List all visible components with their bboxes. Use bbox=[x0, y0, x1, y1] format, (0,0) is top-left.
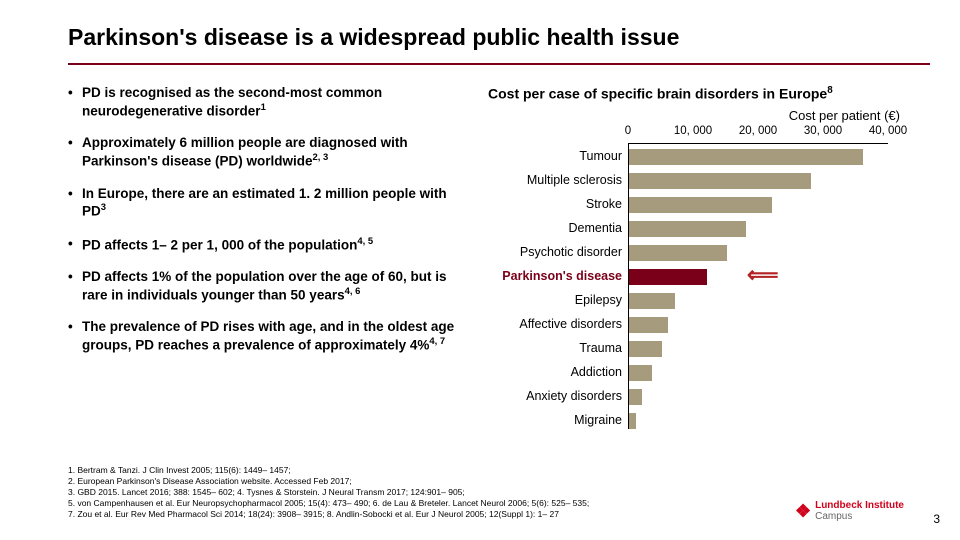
chart-category-label: Trauma bbox=[488, 341, 628, 355]
chart-ticks: 0 10, 000 20, 000 30, 000 40, 000 bbox=[628, 125, 930, 143]
chart-tick: 30, 000 bbox=[804, 125, 842, 137]
chart-category-label: Affective disorders bbox=[488, 317, 628, 331]
chart-category-label: Anxiety disorders bbox=[488, 389, 628, 403]
chart-category-label: Addiction bbox=[488, 365, 628, 379]
chart-tick: 10, 000 bbox=[674, 125, 712, 137]
logo-mark-icon: ❖ bbox=[795, 501, 809, 522]
chart-tick: 20, 000 bbox=[739, 125, 777, 137]
chart-bar bbox=[629, 293, 675, 309]
reference-line: 5. von Campenhausen et al. Eur Neuropsyc… bbox=[68, 498, 628, 509]
content-area: PD is recognised as the second-most comm… bbox=[0, 65, 960, 431]
chart-bar bbox=[629, 389, 642, 405]
bullet-item: In Europe, there are an estimated 1. 2 m… bbox=[68, 186, 460, 221]
highlight-arrow-icon: ⟸ bbox=[747, 264, 779, 286]
brand-logo: ❖ Lundbeck Institute Campus bbox=[795, 500, 904, 522]
chart-title: Cost per case of specific brain disorder… bbox=[488, 85, 930, 102]
chart-category-label: Multiple sclerosis bbox=[488, 173, 628, 187]
bullet-item: PD affects 1% of the population over the… bbox=[68, 269, 460, 304]
reference-line: 7. Zou et al. Eur Rev Med Pharmacol Sci … bbox=[68, 509, 628, 520]
chart-category-label: Psychotic disorder bbox=[488, 245, 628, 259]
chart-column: Cost per case of specific brain disorder… bbox=[488, 85, 930, 431]
logo-line1: Lundbeck Institute bbox=[815, 500, 904, 511]
bullet-column: PD is recognised as the second-most comm… bbox=[68, 85, 460, 431]
chart-bar bbox=[629, 173, 811, 189]
reference-line: 2. European Parkinson's Disease Associat… bbox=[68, 476, 628, 487]
slide-title: Parkinson's disease is a widespread publ… bbox=[0, 0, 960, 51]
chart-bar bbox=[629, 245, 727, 261]
chart-category-label: Tumour bbox=[488, 149, 628, 163]
chart-plot: ⟸ bbox=[628, 143, 888, 429]
chart: Tumour Multiple sclerosis Stroke Dementia Ps… bbox=[488, 125, 930, 431]
chart-category-label: Migraine bbox=[488, 413, 628, 427]
reference-line: 1. Bertram & Tanzi. J Clin Invest 2005; … bbox=[68, 465, 628, 476]
chart-bar bbox=[629, 269, 707, 285]
bullet-item: The prevalence of PD rises with age, and… bbox=[68, 319, 460, 354]
bullet-item: Approximately 6 million people are diagn… bbox=[68, 135, 460, 170]
chart-bar bbox=[629, 221, 746, 237]
chart-bar bbox=[629, 413, 636, 429]
bullet-item: PD affects 1– 2 per 1, 000 of the popula… bbox=[68, 236, 460, 254]
chart-bar bbox=[629, 341, 662, 357]
chart-category-label: Dementia bbox=[488, 221, 628, 235]
chart-bar bbox=[629, 197, 772, 213]
chart-bar bbox=[629, 317, 668, 333]
chart-bar bbox=[629, 149, 863, 165]
chart-bar bbox=[629, 365, 652, 381]
reference-line: 3. GBD 2015. Lancet 2016; 388: 1545– 602… bbox=[68, 487, 628, 498]
chart-tick: 40, 000 bbox=[869, 125, 907, 137]
bullet-item: PD is recognised as the second-most comm… bbox=[68, 85, 460, 120]
chart-category-label: Epilepsy bbox=[488, 293, 628, 307]
page-number: 3 bbox=[933, 512, 940, 526]
chart-axis-title: Cost per patient (€) bbox=[488, 108, 930, 123]
logo-line2: Campus bbox=[815, 511, 904, 522]
chart-category-label: Stroke bbox=[488, 197, 628, 211]
chart-tick: 0 bbox=[625, 125, 631, 137]
references: 1. Bertram & Tanzi. J Clin Invest 2005; … bbox=[68, 465, 628, 520]
chart-category-label: Parkinson's disease bbox=[488, 269, 628, 283]
